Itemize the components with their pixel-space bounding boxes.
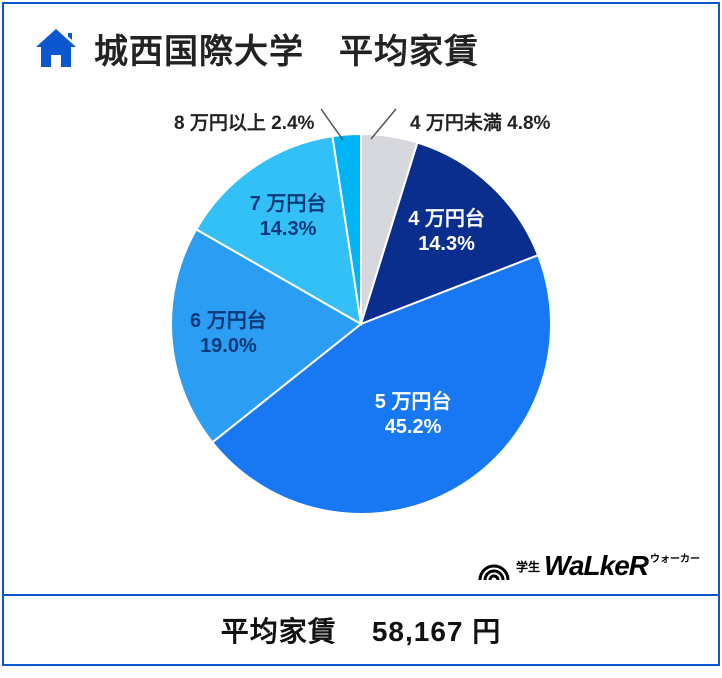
average-text: 平均家賃 58,167 円	[221, 610, 502, 650]
slice-label-range4: 4 万円台14.3%	[408, 207, 485, 257]
slice-label-range5: 5 万円台45.2%	[375, 390, 452, 440]
slice-label-range7: 7 万円台14.3%	[250, 192, 327, 242]
slice-label-under4: 4 万円未満 4.8%	[410, 108, 550, 135]
house-icon	[32, 25, 80, 73]
logo-main-text: WaLkeR	[544, 550, 648, 582]
slice-label-range6: 6 万円台19.0%	[190, 309, 267, 359]
chart-panel: 城西国際大学 平均家賃 4 万円台14.3% 5 万円台45.2% 6 万円台19.…	[4, 4, 718, 594]
header: 城西国際大学 平均家賃	[4, 4, 718, 73]
brand-logo: 学生 WaLkeR ウォーカー	[476, 548, 700, 584]
average-value: 58,167 円	[372, 616, 501, 647]
average-bar: 平均家賃 58,167 円	[4, 594, 718, 664]
average-label: 平均家賃	[221, 616, 337, 647]
logo-small-text: 学生	[516, 558, 540, 575]
slice-label-over8: 8 万円以上 2.4%	[174, 108, 314, 135]
logo-arc-icon	[476, 548, 512, 584]
logo-sub-text: ウォーカー	[650, 550, 700, 565]
page-title: 城西国際大学 平均家賃	[94, 24, 479, 73]
pie-chart: 4 万円台14.3% 5 万円台45.2% 6 万円台19.0% 7 万円台14.3%	[171, 134, 551, 514]
outer-frame: 城西国際大学 平均家賃 4 万円台14.3% 5 万円台45.2% 6 万円台19.…	[2, 2, 720, 666]
